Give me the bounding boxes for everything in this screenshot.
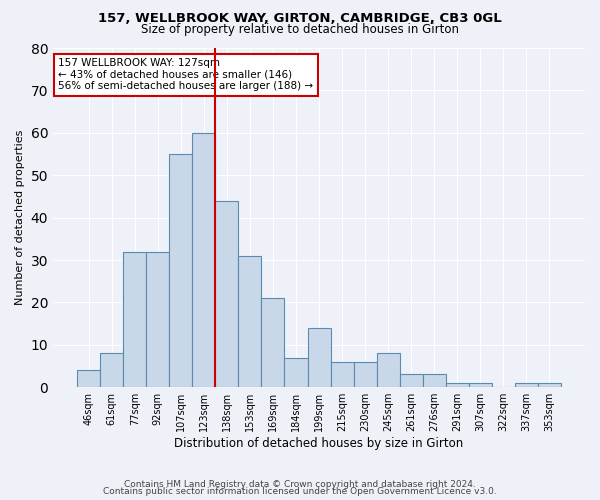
Text: Contains public sector information licensed under the Open Government Licence v3: Contains public sector information licen… — [103, 487, 497, 496]
Bar — [469, 383, 492, 387]
Bar — [422, 374, 446, 387]
Bar — [538, 383, 561, 387]
Y-axis label: Number of detached properties: Number of detached properties — [15, 130, 25, 306]
Bar — [353, 362, 377, 387]
Text: 157 WELLBROOK WAY: 127sqm
← 43% of detached houses are smaller (146)
56% of semi: 157 WELLBROOK WAY: 127sqm ← 43% of detac… — [58, 58, 313, 92]
X-axis label: Distribution of detached houses by size in Girton: Distribution of detached houses by size … — [175, 437, 464, 450]
Bar — [515, 383, 538, 387]
Bar — [238, 256, 262, 387]
Bar — [284, 358, 308, 387]
Bar — [262, 298, 284, 387]
Text: Size of property relative to detached houses in Girton: Size of property relative to detached ho… — [141, 22, 459, 36]
Bar — [400, 374, 422, 387]
Bar — [377, 354, 400, 387]
Bar — [123, 252, 146, 387]
Bar — [146, 252, 169, 387]
Bar — [77, 370, 100, 387]
Bar — [193, 133, 215, 387]
Bar — [331, 362, 353, 387]
Bar — [446, 383, 469, 387]
Text: 157, WELLBROOK WAY, GIRTON, CAMBRIDGE, CB3 0GL: 157, WELLBROOK WAY, GIRTON, CAMBRIDGE, C… — [98, 12, 502, 26]
Bar — [215, 200, 238, 387]
Bar — [100, 354, 123, 387]
Text: Contains HM Land Registry data © Crown copyright and database right 2024.: Contains HM Land Registry data © Crown c… — [124, 480, 476, 489]
Bar — [169, 154, 193, 387]
Bar — [308, 328, 331, 387]
